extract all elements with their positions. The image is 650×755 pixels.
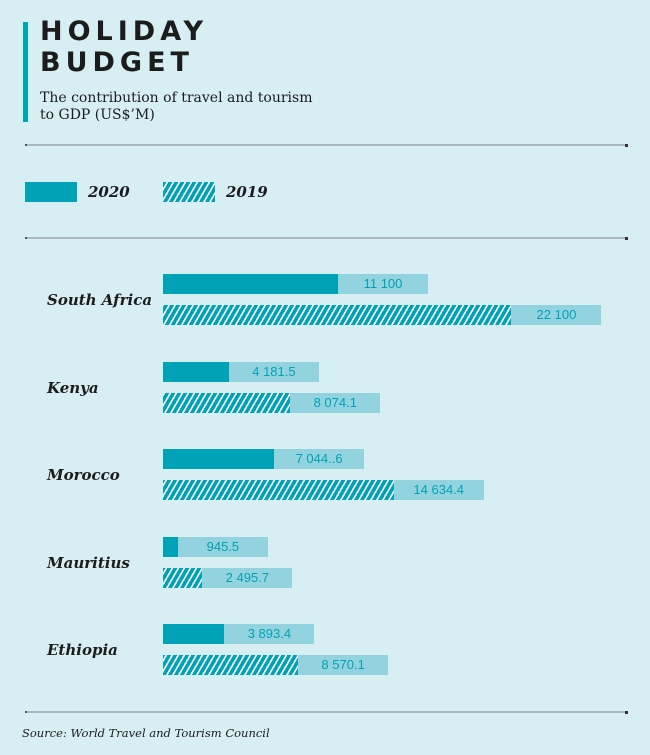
bar-group-morocco-2019: 14 634.4: [163, 480, 484, 500]
bar-morocco-2019: [163, 480, 394, 500]
bar-ethiopia-2020: [163, 624, 225, 644]
data-label-morocco-2020: 7 044..6: [295, 451, 343, 466]
bar-group-kenya-2020: 4 181.5: [163, 361, 319, 382]
bar-morocco-2020: [163, 449, 275, 469]
title-accent-bar: [23, 22, 28, 122]
bar-mauritius-2019: [163, 567, 203, 588]
bar-mauritius-2020: [163, 536, 178, 557]
bar-group-ethiopia-2020: 3 893.4: [163, 624, 315, 644]
chart-subtitle: The contribution of travel and tourism t…: [40, 90, 400, 124]
data-label-ethiopia-2020: 3 893.4: [247, 626, 292, 641]
data-label-ethiopia-2019: 8 570.1: [321, 657, 365, 672]
title-line-1: HOLIDAY: [40, 16, 209, 47]
bar-group-south-africa-2019: 22 100: [163, 305, 602, 325]
category-label-mauritius: Mauritius: [47, 553, 130, 572]
data-label-morocco-2019: 14 634.4: [413, 482, 465, 497]
data-label-south-africa-2020: 11 100: [363, 276, 403, 291]
bar-group-morocco-2020: 7 044..6: [163, 449, 365, 469]
divider-top: [25, 143, 628, 147]
category-label-south-africa: South Africa: [47, 291, 153, 309]
legend-swatch-hatched: [163, 182, 215, 202]
bar-kenya-2019: [163, 392, 291, 413]
bar-south-africa-2019: [163, 305, 512, 325]
data-label-mauritius-2020: 945.5: [206, 538, 240, 554]
bar-kenya-2020: [163, 361, 229, 382]
bar-group-mauritius-2020: 945.5: [163, 536, 268, 557]
data-label-kenya-2019: 8 074.1: [313, 394, 357, 410]
legend-swatch-solid: [25, 182, 77, 202]
data-label-kenya-2020: 4 181.5: [252, 363, 296, 379]
bar-group-mauritius-2019: 2 495.7: [163, 567, 293, 588]
divider-bottom: [25, 710, 628, 714]
chart-title: HOLIDAY BUDGET: [40, 16, 208, 78]
title-line-2: BUDGET: [40, 47, 194, 78]
source-note: Source: World Travel and Tourism Council: [22, 726, 270, 740]
data-label-mauritius-2019: 2 495.7: [225, 569, 270, 585]
legend-label-2020: 2020: [88, 183, 130, 201]
bar-group-kenya-2019: 8 074.1: [163, 392, 381, 413]
data-label-south-africa-2019: 22 100: [536, 307, 577, 322]
bar-south-africa-2020: [163, 274, 338, 294]
category-label-morocco: Morocco: [47, 466, 120, 484]
divider-middle: [25, 236, 628, 240]
category-label-kenya: Kenya: [47, 378, 99, 397]
bar-group-ethiopia-2019: 8 570.1: [163, 655, 389, 675]
legend-label-2019: 2019: [226, 183, 268, 201]
subtitle-line-1: The contribution of travel and tourism: [40, 90, 313, 106]
bar-group-south-africa-2020: 11 100: [163, 274, 428, 294]
subtitle-line-2: to GDP (US$’M): [40, 107, 155, 123]
bar-ethiopia-2019: [163, 655, 299, 675]
category-label-ethiopia: Ethiopia: [47, 641, 118, 659]
